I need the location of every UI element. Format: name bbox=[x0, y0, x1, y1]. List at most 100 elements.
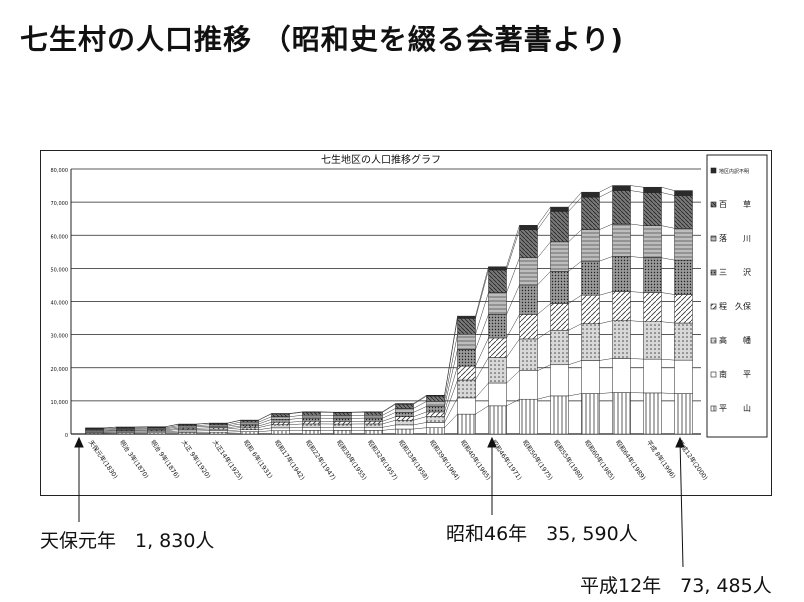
x-tick-label: 昭和40年(1965) bbox=[459, 439, 493, 482]
series-connector bbox=[413, 422, 427, 426]
series-connector bbox=[475, 382, 489, 399]
legend-swatch bbox=[710, 337, 717, 344]
x-tick-label: 昭和17年(1942) bbox=[273, 439, 307, 482]
bar-segment bbox=[426, 406, 445, 413]
series-connector bbox=[196, 425, 210, 428]
bar-segment bbox=[488, 292, 507, 315]
legend-label: 三 沢 bbox=[719, 268, 751, 277]
bar-segment bbox=[426, 394, 445, 397]
series-connector bbox=[506, 338, 520, 358]
bar-segment bbox=[364, 421, 383, 425]
legend-label: 程 久保 bbox=[719, 301, 751, 311]
series-connector bbox=[227, 423, 241, 427]
series-connector bbox=[413, 427, 427, 430]
y-tick-label: 10,000 bbox=[51, 400, 69, 406]
bar-segment bbox=[333, 430, 352, 435]
bar-segment bbox=[302, 415, 321, 419]
bar-segment bbox=[488, 269, 507, 293]
legend-swatch bbox=[710, 235, 717, 242]
series-connector bbox=[661, 257, 675, 261]
x-tick-label: 昭和22年(1947) bbox=[304, 439, 338, 482]
bar-segment bbox=[240, 419, 259, 421]
bar-segment bbox=[674, 228, 693, 261]
chart-title: 七生地区の人口推移グラフ bbox=[321, 153, 441, 166]
bar-segment bbox=[550, 206, 569, 212]
bar-segment bbox=[488, 405, 507, 435]
series-connector bbox=[382, 416, 396, 422]
series-connector bbox=[165, 426, 179, 430]
x-tick-label: 平成 8年(1996) bbox=[645, 439, 677, 480]
bar-segment bbox=[674, 259, 693, 295]
bar-segment bbox=[395, 404, 414, 409]
bar-segment bbox=[581, 393, 600, 435]
legend-swatch bbox=[710, 371, 717, 378]
legend-swatch bbox=[710, 405, 717, 412]
series-connector bbox=[475, 266, 489, 317]
series-connector bbox=[568, 393, 582, 397]
bar-segment bbox=[395, 428, 414, 435]
series-connector bbox=[475, 405, 489, 415]
bar-segment bbox=[519, 225, 538, 230]
series-connector bbox=[413, 401, 427, 409]
y-tick-label: 50,000 bbox=[51, 267, 69, 273]
bar-segment bbox=[302, 430, 321, 435]
legend-box bbox=[706, 154, 768, 438]
bar-segment bbox=[426, 427, 445, 435]
series-connector bbox=[413, 395, 427, 405]
series-connector bbox=[444, 349, 458, 407]
bar-segment bbox=[457, 365, 476, 381]
x-tick-label: 昭和 6年(1931) bbox=[242, 439, 274, 480]
bar-segment bbox=[643, 392, 662, 435]
bar-segment bbox=[426, 395, 445, 402]
y-tick-label: 70,000 bbox=[51, 201, 69, 207]
bar-segment bbox=[240, 423, 259, 427]
series-connector bbox=[289, 411, 303, 415]
series-connector bbox=[537, 330, 551, 340]
bar-segment bbox=[550, 330, 569, 366]
series-connector bbox=[227, 429, 241, 431]
series-connector bbox=[661, 192, 675, 196]
bar-segment bbox=[302, 411, 321, 416]
bar-segment bbox=[271, 419, 290, 423]
bar-segment bbox=[519, 370, 538, 400]
bar-segment bbox=[674, 322, 693, 361]
series-connector bbox=[568, 260, 582, 272]
series-connector bbox=[258, 419, 272, 425]
bar-segment bbox=[457, 349, 476, 367]
bar-segment bbox=[457, 334, 476, 350]
bar-segment bbox=[302, 417, 321, 422]
series-connector bbox=[568, 229, 582, 243]
series-connector bbox=[630, 185, 644, 188]
series-connector bbox=[444, 413, 458, 428]
bar-segment bbox=[643, 192, 662, 226]
bar-segment bbox=[333, 423, 352, 428]
series-connector bbox=[227, 421, 241, 426]
bar-segment bbox=[426, 401, 445, 407]
series-connector bbox=[382, 412, 396, 419]
bar-segment bbox=[271, 424, 290, 429]
series-connector bbox=[196, 427, 210, 429]
bar-segment bbox=[643, 225, 662, 259]
series-connector bbox=[506, 229, 520, 271]
series-connector bbox=[475, 357, 489, 381]
legend-swatch bbox=[710, 201, 717, 208]
series-connector bbox=[444, 334, 458, 402]
series-connector bbox=[506, 314, 520, 339]
series-connector bbox=[475, 269, 489, 319]
legend-label: 高 幡 bbox=[719, 335, 751, 345]
series-connector bbox=[382, 424, 396, 428]
series-connector bbox=[382, 408, 396, 416]
bar-segment bbox=[488, 357, 507, 384]
bar-segment bbox=[364, 427, 383, 431]
bar-segment bbox=[426, 416, 445, 423]
series-connector bbox=[537, 303, 551, 315]
bar-segment bbox=[240, 427, 259, 431]
bar-segment bbox=[581, 360, 600, 394]
series-connector bbox=[227, 425, 241, 428]
series-connector bbox=[289, 411, 303, 414]
x-tick-label: 明治 9年(1876) bbox=[149, 439, 181, 480]
series-connector bbox=[661, 358, 675, 361]
series-connector bbox=[382, 403, 396, 413]
series-connector bbox=[599, 392, 613, 394]
bar-segment bbox=[209, 431, 228, 435]
